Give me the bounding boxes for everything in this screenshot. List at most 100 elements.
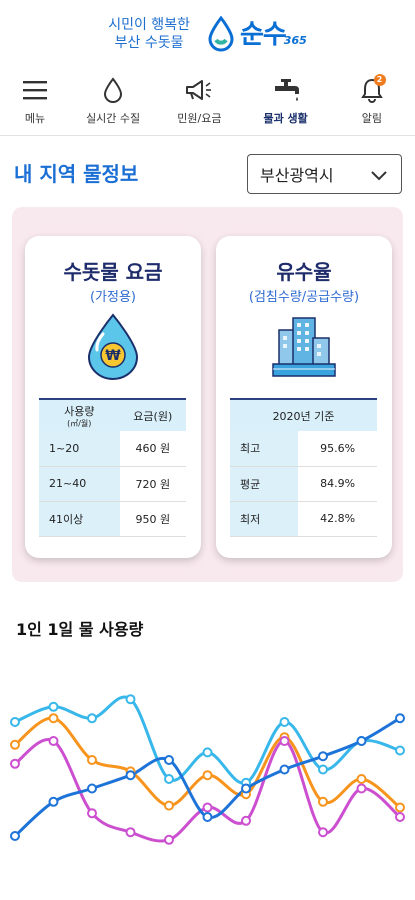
series-2-point: [164, 834, 174, 845]
rate-range: 21~40: [39, 466, 120, 502]
slogan-line-2: 부산 수돗물: [114, 35, 184, 51]
revenue-value: 42.8%: [298, 501, 377, 537]
table-row: 41이상 950 원: [39, 501, 186, 537]
series-2-point: [279, 736, 290, 746]
revenue-water-card: 유수율 (검침수량/공급수량) 2020년 기준 최고 95.6%: [216, 236, 392, 558]
revenue-water-header: 2020년 기준: [230, 398, 377, 431]
series-0-point: [10, 717, 20, 727]
series-2-point: [87, 808, 97, 819]
nav-complaints-fees[interactable]: 민원/요금: [156, 68, 242, 135]
series-1-point: [87, 755, 97, 765]
series-2-point: [10, 758, 20, 769]
series-2-point: [395, 812, 405, 822]
faucet-icon: [274, 79, 299, 101]
rate-price: 720 원: [119, 466, 186, 502]
series-1-point: [10, 739, 20, 750]
table-row: 1~20 460 원: [39, 431, 186, 467]
building-water-icon: [272, 317, 336, 377]
water-rate-card: 수돗물 요금 (가정용) ₩ 사용량 (㎥/월) 요금(원) 1~20 460 …: [25, 236, 201, 558]
series-2-point: [48, 736, 59, 746]
series-0-point: [164, 774, 174, 784]
series-3-point: [241, 783, 251, 794]
region-select[interactable]: 부산광역시: [247, 154, 402, 194]
series-1-point: [318, 796, 328, 807]
water-drop-icon: [104, 77, 123, 103]
series-3-point: [202, 812, 213, 822]
slogan: 시민이 행복한 부산 수돗물: [108, 16, 190, 52]
revenue-label: 최고: [230, 431, 299, 467]
series-0-point: [48, 701, 59, 712]
series-0-point: [87, 713, 97, 724]
usage-section-title: 1인 1일 물 사용량: [16, 620, 144, 639]
app-header: 시민이 행복한 부산 수돗물 순수 365: [0, 0, 415, 68]
slogan-line-1: 시민이 행복한: [108, 17, 190, 33]
series-3-point: [279, 764, 290, 775]
table-row: 21~40 720 원: [39, 466, 186, 502]
rate-range: 41이상: [39, 501, 120, 537]
nav-water-life[interactable]: 물과 생활: [243, 68, 329, 135]
menu-icon: [23, 81, 47, 100]
nav-water-life-label: 물과 생활: [263, 112, 308, 125]
series-2-point: [125, 827, 136, 838]
series-1-point: [164, 800, 174, 811]
rate-price: 460 원: [119, 431, 186, 467]
series-3-point: [87, 783, 97, 794]
rate-col-usage-label: 사용량: [64, 404, 95, 418]
nav-menu-label: 메뉴: [24, 112, 46, 125]
brand-suffix: 365: [283, 33, 307, 47]
revenue-label: 최저: [230, 501, 299, 537]
water-rate-title: 수돗물 요금: [63, 260, 163, 284]
series-0-point: [202, 747, 213, 758]
series-3-point: [125, 770, 136, 781]
water-rate-table: 사용량 (㎥/월) 요금(원) 1~20 460 원 21~40 720 원 4…: [39, 398, 186, 537]
series-3-point: [356, 736, 367, 746]
nav-notifications[interactable]: 2 알림: [329, 68, 415, 135]
series-0-point: [125, 694, 136, 705]
revenue-value: 95.6%: [298, 431, 377, 467]
brand-logo[interactable]: 순수 365: [206, 16, 307, 53]
series-0-point: [318, 764, 328, 775]
table-row: 최저 42.8%: [230, 501, 377, 537]
table-row: 최고 95.6%: [230, 431, 377, 467]
revenue-value: 84.9%: [298, 466, 377, 502]
rate-price: 950 원: [119, 501, 186, 537]
nav-realtime-quality[interactable]: 실시간 수질: [70, 68, 156, 135]
series-2-point: [318, 827, 328, 838]
series-1-point: [356, 774, 367, 784]
region-select-value: 부산광역시: [260, 166, 334, 185]
water-won-drop-icon: ₩: [87, 313, 139, 380]
series-2-point: [241, 815, 251, 826]
revenue-water-table: 2020년 기준 최고 95.6% 평균 84.9% 최저 42.8%: [230, 398, 377, 537]
region-section-title: 내 지역 물정보: [14, 162, 139, 186]
nav-menu[interactable]: 메뉴: [0, 68, 70, 135]
series-0-point: [279, 717, 290, 727]
rate-col-usage-unit: (㎥/월): [67, 418, 92, 428]
series-2-point: [356, 783, 367, 794]
revenue-label: 평균: [230, 466, 299, 502]
series-1-point: [395, 802, 405, 813]
series-3-point: [48, 796, 59, 807]
table-row: 평균 84.9%: [230, 466, 377, 502]
rate-col-price-header: 요금(원): [119, 398, 186, 431]
nav-realtime-quality-label: 실시간 수질: [86, 112, 141, 125]
revenue-water-subtitle: (검침수량/공급수량): [248, 290, 360, 305]
series-1-point: [202, 770, 213, 781]
nav-notifications-label: 알림: [361, 112, 382, 125]
series-3-point: [395, 713, 405, 724]
revenue-water-title: 유수율: [276, 260, 332, 284]
water-drop-logo-icon: [208, 16, 234, 52]
series-line-2: [14, 737, 401, 843]
notification-badge: 2: [373, 74, 386, 86]
svg-text:₩: ₩: [105, 348, 121, 364]
series-3-point: [10, 831, 20, 841]
rate-range: 1~20: [39, 431, 120, 467]
series-3-point: [318, 751, 328, 762]
rate-col-usage-header: 사용량 (㎥/월): [39, 398, 120, 431]
chevron-down-icon: [371, 171, 387, 181]
megaphone-icon: [186, 80, 212, 100]
series-3-point: [164, 755, 174, 765]
brand-name: 순수: [239, 19, 287, 50]
nav-complaints-fees-label: 민원/요금: [177, 112, 222, 125]
water-rate-subtitle: (가정용): [89, 290, 137, 305]
series-2-point: [202, 802, 213, 813]
